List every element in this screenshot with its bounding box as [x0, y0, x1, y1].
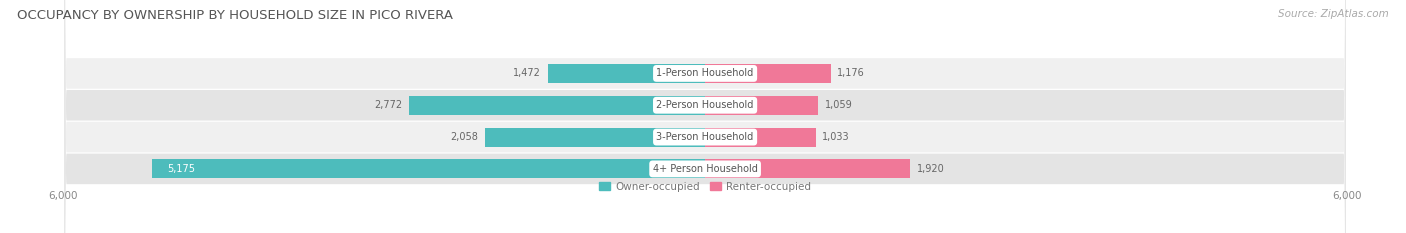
- FancyBboxPatch shape: [65, 0, 1346, 233]
- Bar: [704, 64, 831, 83]
- Text: 4+ Person Household: 4+ Person Household: [652, 164, 758, 174]
- Legend: Owner-occupied, Renter-occupied: Owner-occupied, Renter-occupied: [599, 182, 811, 192]
- Bar: [409, 96, 704, 115]
- Text: 1-Person Household: 1-Person Household: [657, 69, 754, 79]
- Text: 1,033: 1,033: [823, 132, 849, 142]
- Bar: [704, 159, 911, 178]
- FancyBboxPatch shape: [65, 0, 1346, 233]
- Text: 2-Person Household: 2-Person Household: [657, 100, 754, 110]
- Bar: [152, 159, 704, 178]
- Text: 1,176: 1,176: [838, 69, 865, 79]
- Text: 1,920: 1,920: [917, 164, 945, 174]
- Text: OCCUPANCY BY OWNERSHIP BY HOUSEHOLD SIZE IN PICO RIVERA: OCCUPANCY BY OWNERSHIP BY HOUSEHOLD SIZE…: [17, 9, 453, 22]
- Bar: [548, 64, 704, 83]
- Text: 2,772: 2,772: [374, 100, 402, 110]
- Text: 5,175: 5,175: [167, 164, 195, 174]
- Bar: [704, 96, 818, 115]
- FancyBboxPatch shape: [65, 0, 1346, 233]
- Text: Source: ZipAtlas.com: Source: ZipAtlas.com: [1278, 9, 1389, 19]
- Text: 2,058: 2,058: [451, 132, 478, 142]
- Text: 1,472: 1,472: [513, 69, 541, 79]
- Bar: [704, 127, 815, 147]
- Bar: [485, 127, 704, 147]
- Text: 3-Person Household: 3-Person Household: [657, 132, 754, 142]
- Text: 1,059: 1,059: [825, 100, 852, 110]
- FancyBboxPatch shape: [65, 0, 1346, 233]
